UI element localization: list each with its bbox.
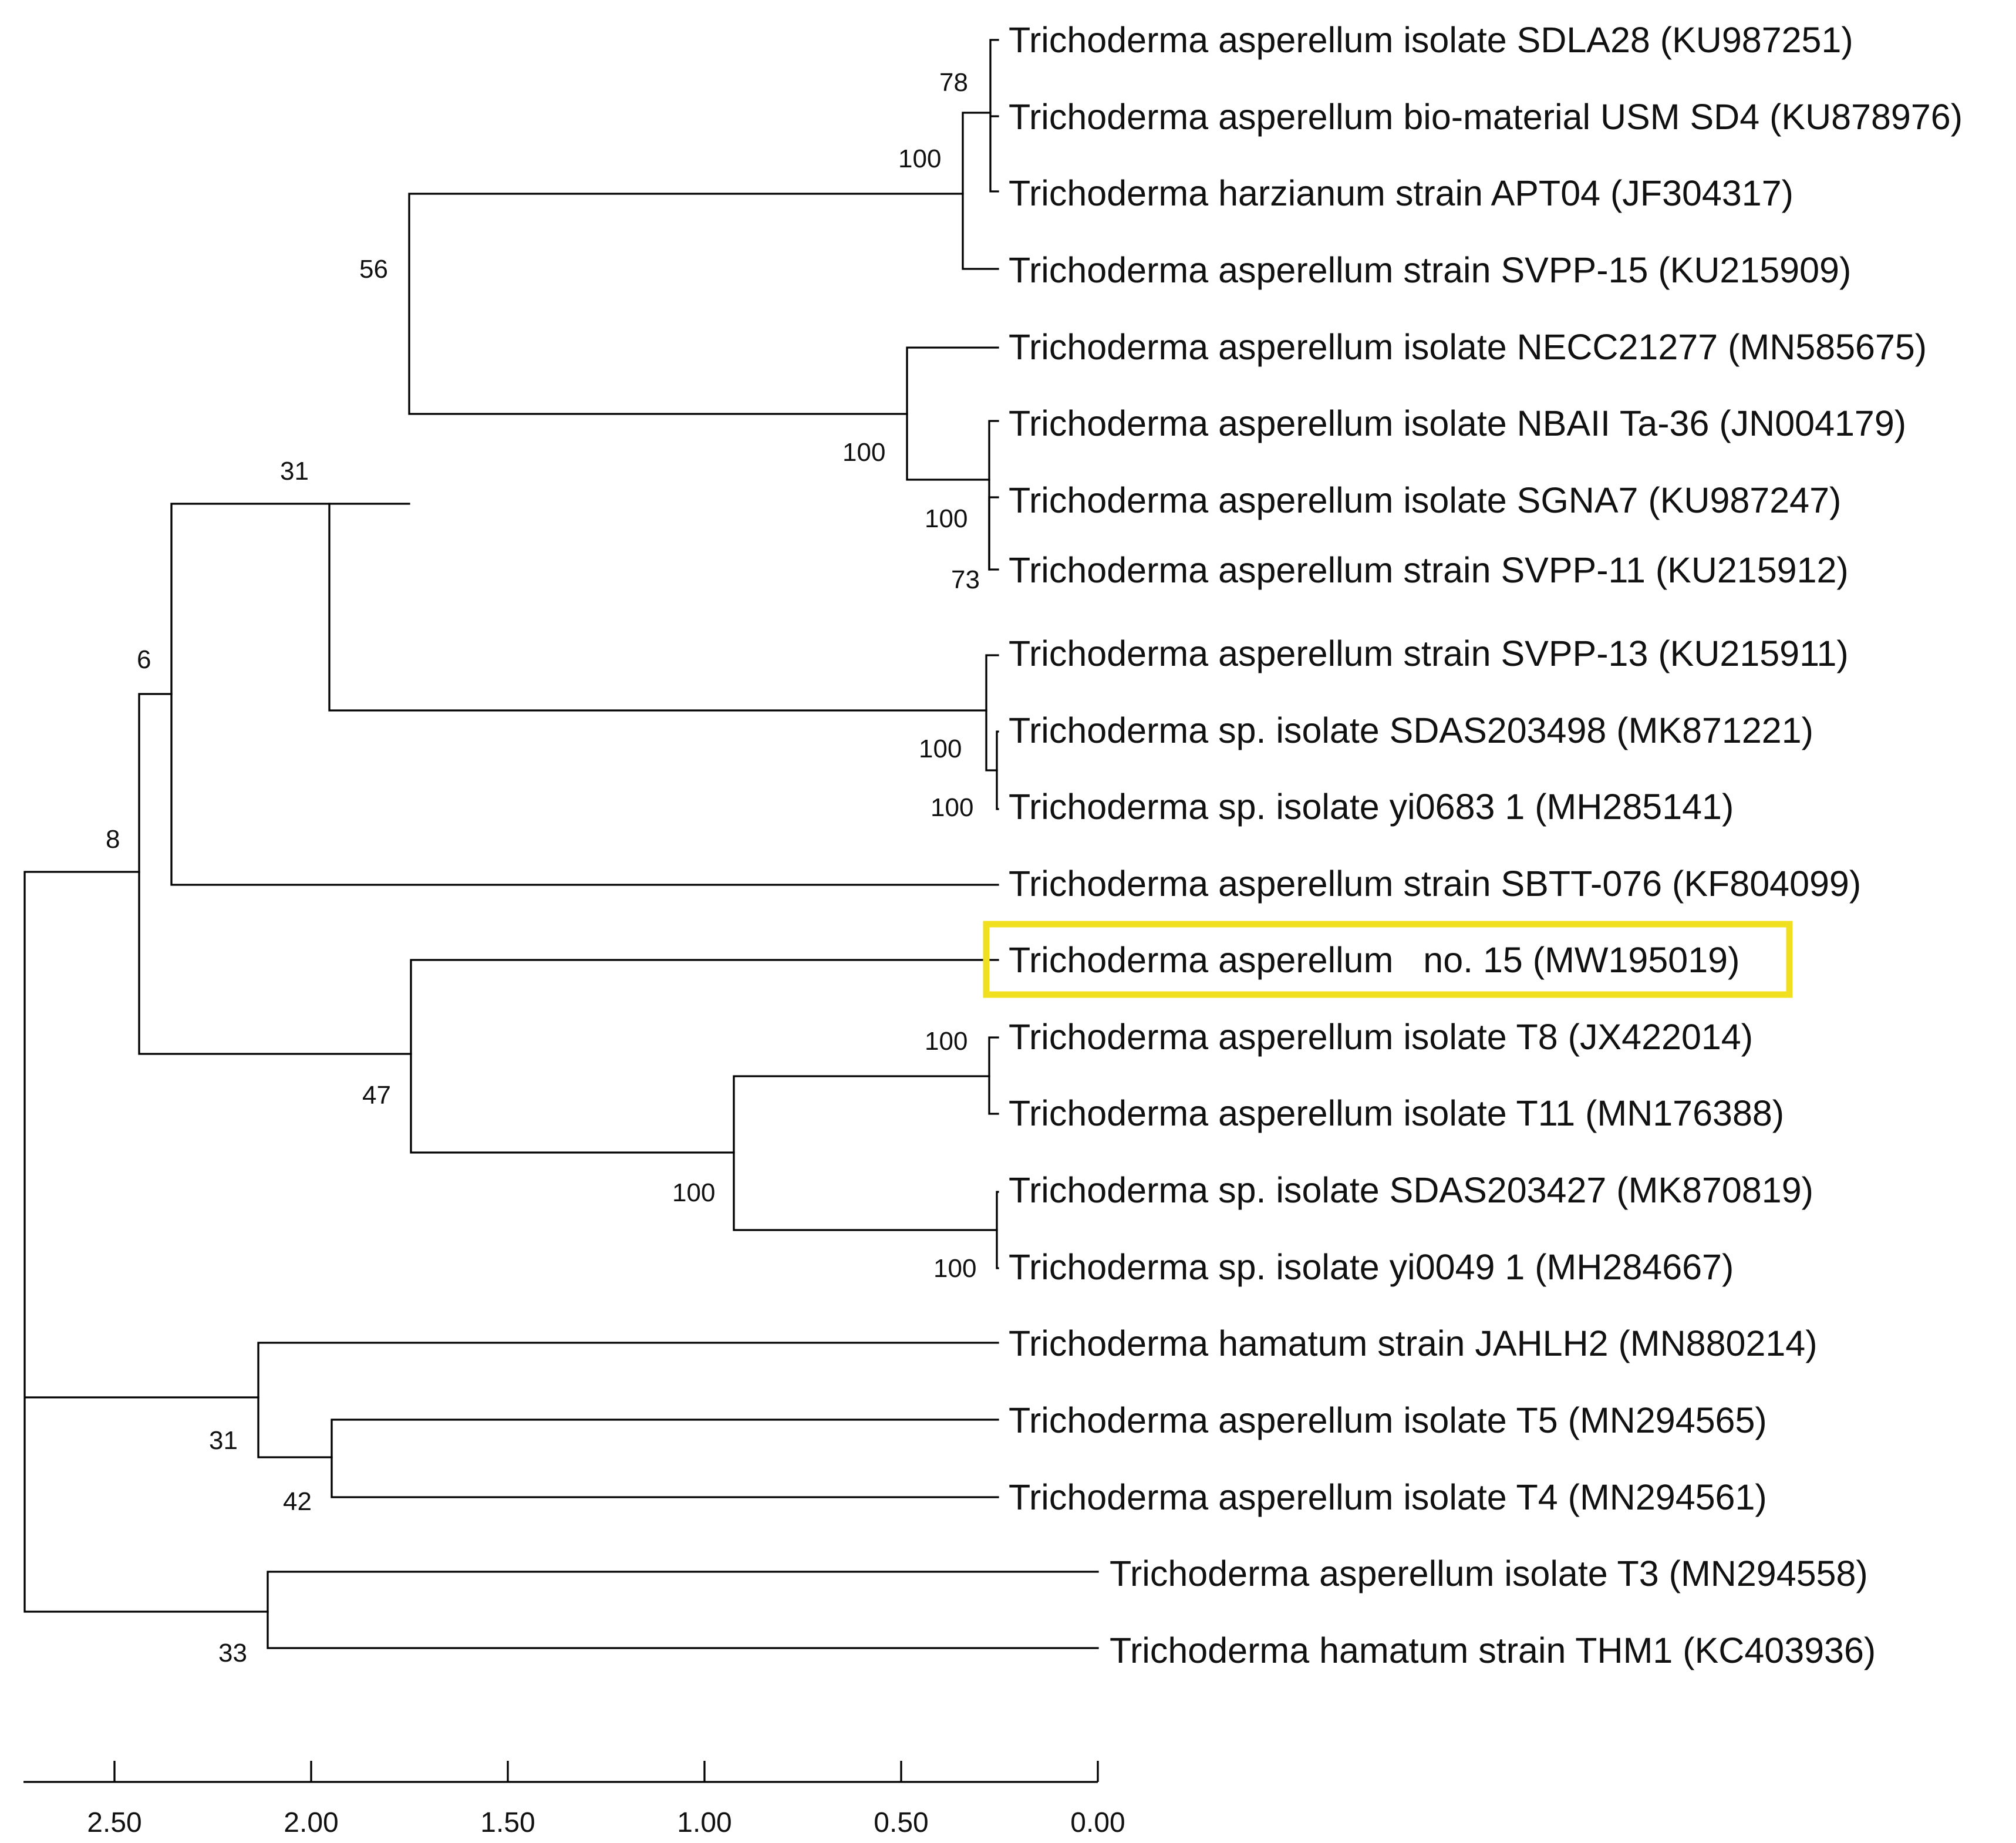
axis-tick-label: 0.50 (874, 1807, 928, 1838)
taxon-label: Trichoderma sp. isolate yi0049 1 (MH2846… (1009, 1247, 1734, 1287)
branch-clade-100-b (906, 346, 999, 481)
bootstrap-labels: 78 100 56 31 100 100 73 100 100 6 8 100 … (106, 68, 980, 1667)
branch-node-56 (408, 193, 964, 415)
taxon-label: Trichoderma asperellum strain SBTT-076 (… (1009, 864, 1861, 904)
branch-node-31-upper (328, 503, 987, 712)
bootstrap-label: 100 (925, 1027, 967, 1056)
bootstrap-label: 47 (362, 1081, 391, 1110)
branch-clade-100-g (733, 1075, 998, 1231)
taxon-label: Trichoderma sp. isolate SDAS203498 (MK87… (1009, 710, 1813, 750)
taxon-label: Trichoderma asperellum bio-material USM … (1009, 97, 1963, 137)
taxon-labels: Trichoderma asperellum isolate SDLA28 (K… (1009, 20, 1963, 1670)
branch-clade-78 (989, 39, 999, 193)
bootstrap-label: 100 (898, 144, 941, 173)
bootstrap-label: 100 (931, 793, 973, 822)
axis-tick-label: 2.00 (284, 1807, 338, 1838)
scale-axis: 2.50 2.00 1.50 1.00 0.50 0.00 (23, 1761, 1125, 1838)
branch-node-8 (138, 693, 412, 1055)
branch-clade-100-d (985, 654, 999, 771)
branch-clade-100-f (988, 1036, 999, 1115)
taxon-label: Trichoderma asperellum isolate NBAII Ta-… (1009, 403, 1906, 443)
bootstrap-label: 73 (951, 565, 980, 594)
bootstrap-label: 56 (359, 255, 388, 284)
bootstrap-label: 6 (137, 645, 151, 674)
taxon-label: Trichoderma asperellum isolate SDLA28 (K… (1009, 20, 1853, 60)
taxon-label: Trichoderma hamatum strain JAHLH2 (MN880… (1009, 1323, 1818, 1363)
bootstrap-label: 31 (209, 1426, 238, 1455)
taxon-label: Trichoderma asperellum isolate SGNA7 (KU… (1009, 480, 1841, 520)
bootstrap-label: 100 (933, 1254, 976, 1283)
taxon-label: Trichoderma asperellum strain SVPP-11 (K… (1009, 550, 1849, 590)
branch-root (23, 871, 269, 1613)
branch-clade-100-c (988, 420, 999, 571)
branch-node-31-lower (257, 1342, 999, 1458)
highlight-box (983, 921, 1793, 998)
taxon-label: Trichoderma asperellum isolate T5 (MN294… (1009, 1400, 1767, 1440)
tree-branches (23, 39, 1099, 1649)
axis-ticks: 2.50 2.00 1.50 1.00 0.50 0.00 (87, 1761, 1125, 1838)
branch-node-33 (267, 1571, 1099, 1649)
taxon-label: Trichoderma asperellum strain SVPP-13 (K… (1009, 634, 1849, 673)
bootstrap-label: 100 (919, 734, 962, 763)
taxon-label: Trichoderma harzianum strain APT04 (JF30… (1009, 173, 1794, 213)
taxon-label: Trichoderma asperellum isolate T4 (MN294… (1009, 1477, 1767, 1517)
taxon-label: Trichoderma asperellum isolate T11 (MN17… (1009, 1093, 1784, 1133)
taxon-label: Trichoderma asperellum isolate T8 (JX422… (1009, 1017, 1753, 1057)
taxon-label: Trichoderma sp. isolate SDAS203427 (MK87… (1009, 1170, 1813, 1210)
branch-clade-73 (988, 496, 999, 571)
axis-tick-label: 0.00 (1070, 1807, 1125, 1838)
bootstrap-label: 42 (283, 1487, 312, 1516)
axis-tick-label: 1.00 (677, 1807, 731, 1838)
axis-tick-label: 1.50 (480, 1807, 535, 1838)
taxon-label: Trichoderma hamatum strain THM1 (KC40393… (1110, 1630, 1876, 1670)
bootstrap-label: 33 (218, 1639, 247, 1667)
taxon-label-highlighted: Trichoderma asperellum no. 15 (MW195019) (1009, 940, 1739, 980)
bootstrap-label: 78 (939, 68, 968, 97)
branch-node-6 (170, 503, 999, 886)
taxon-label: Trichoderma sp. isolate yi0683 1 (MH2851… (1009, 787, 1734, 827)
branch-node-42 (331, 1419, 999, 1498)
axis-tick-label: 2.50 (87, 1807, 141, 1838)
taxon-label: Trichoderma asperellum strain SVPP-15 (K… (1009, 250, 1851, 290)
branch-node-47 (410, 959, 999, 1154)
bootstrap-label: 100 (842, 438, 885, 467)
bootstrap-label: 100 (672, 1178, 715, 1207)
taxon-label: Trichoderma asperellum isolate T3 (MN294… (1110, 1554, 1868, 1593)
bootstrap-label: 8 (106, 825, 120, 854)
branch-clade-100-a (962, 112, 999, 270)
bootstrap-label: 31 (280, 457, 309, 486)
taxon-label: Trichoderma asperellum isolate NECC21277… (1009, 327, 1927, 367)
bootstrap-label: 100 (925, 504, 967, 533)
